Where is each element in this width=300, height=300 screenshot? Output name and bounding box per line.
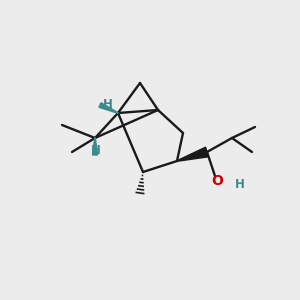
Polygon shape: [92, 138, 98, 155]
Text: O: O: [211, 174, 223, 188]
Text: H: H: [235, 178, 245, 191]
Text: H: H: [103, 98, 113, 110]
Polygon shape: [99, 103, 118, 113]
Polygon shape: [177, 147, 208, 161]
Text: H: H: [91, 145, 101, 158]
